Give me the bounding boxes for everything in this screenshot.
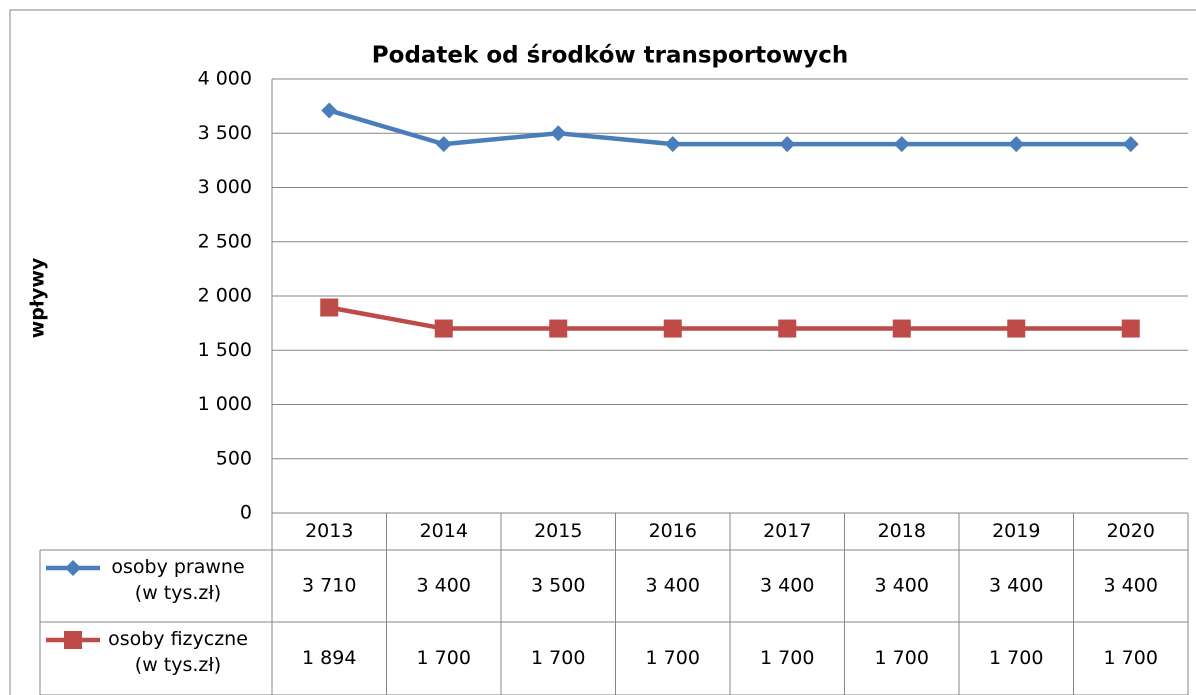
x-tick-label: 2014 — [420, 520, 468, 542]
y-tick-label: 3 500 — [198, 122, 252, 144]
table-value: 3 400 — [417, 575, 471, 597]
table-value: 3 710 — [302, 575, 356, 597]
line — [328, 108, 1131, 147]
table-value: 1 700 — [989, 647, 1043, 669]
x-tick-label: 2020 — [1107, 520, 1155, 542]
chart-title: Podatek od środków transportowych — [372, 43, 848, 69]
y-axis-label: wpływy — [27, 257, 49, 338]
marker — [434, 319, 453, 338]
table-value: 1 894 — [302, 647, 356, 669]
marker — [549, 319, 568, 338]
marker — [1122, 136, 1139, 153]
legend-label: osoby fizyczne (w tys.zł) — [108, 628, 248, 676]
table-value: 1 700 — [760, 647, 814, 669]
table-value: 1 700 — [1104, 647, 1158, 669]
y-tick-label: 3 000 — [198, 176, 252, 198]
table-value: 1 700 — [646, 647, 700, 669]
y-tick-label: 1 500 — [198, 339, 252, 361]
marker — [779, 136, 796, 153]
legend-marker — [65, 560, 81, 576]
marker — [1007, 319, 1026, 338]
line — [328, 305, 1131, 331]
y-tick-label: 0 — [240, 502, 252, 524]
marker — [664, 136, 681, 153]
x-tick-label: 2015 — [534, 520, 582, 542]
x-tick-label: 2019 — [992, 520, 1040, 542]
marker — [320, 298, 339, 317]
legend-label: osoby prawne (w tys.zł) — [111, 556, 245, 604]
table-value: 3 400 — [760, 575, 814, 597]
x-tick-label: 2018 — [878, 520, 926, 542]
y-tick-label: 4 000 — [198, 68, 252, 90]
table-value: 3 400 — [646, 575, 700, 597]
legend-entry: osoby prawne (w tys.zł) — [111, 556, 245, 604]
table-value: 3 400 — [875, 575, 929, 597]
marker — [663, 319, 682, 338]
legend-entry: osoby fizyczne (w tys.zł) — [108, 628, 248, 676]
table-value: 1 700 — [417, 647, 471, 669]
marker — [893, 136, 910, 153]
x-tick-label: 2016 — [649, 520, 697, 542]
table-value: 3 500 — [531, 575, 585, 597]
y-tick-label: 1 000 — [198, 393, 252, 415]
marker — [892, 319, 911, 338]
marker — [435, 136, 452, 153]
table-value: 1 700 — [875, 647, 929, 669]
chart-frame — [9, 9, 1196, 695]
table-value: 3 400 — [1104, 575, 1158, 597]
marker — [321, 102, 338, 119]
marker — [550, 125, 567, 142]
table-value: 3 400 — [989, 575, 1043, 597]
marker — [1121, 319, 1140, 338]
x-tick-label: 2013 — [305, 520, 353, 542]
x-tick-label: 2017 — [763, 520, 811, 542]
y-tick-label: 500 — [216, 447, 252, 469]
y-tick-label: 2 000 — [198, 285, 252, 307]
marker — [1008, 136, 1025, 153]
y-tick-label: 2 500 — [198, 230, 252, 252]
marker — [778, 319, 797, 338]
table-value: 1 700 — [531, 647, 585, 669]
legend-marker — [64, 631, 82, 649]
